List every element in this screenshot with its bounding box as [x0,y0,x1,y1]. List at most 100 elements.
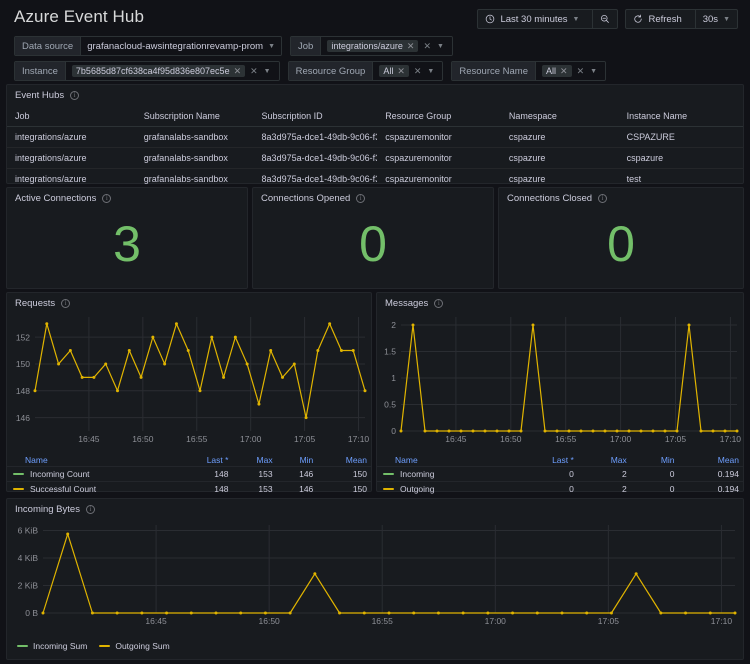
chevron-down-icon[interactable]: ▼ [436,42,444,50]
info-icon[interactable]: i [598,194,608,203]
legend-header-last[interactable]: Last * [206,455,229,465]
close-icon[interactable]: ✕ [406,40,415,51]
variable-resource-name-value[interactable]: All ✕ ✕ ▼ [536,62,606,80]
series-color-swatch [13,472,24,476]
variable-resource-name-actions: ✕ ▼ [577,66,599,77]
chevron-down-icon[interactable]: ▼ [268,42,276,50]
info-icon[interactable]: i [61,299,71,308]
legend-value-mean: 150 [317,481,371,496]
legend-header-name[interactable]: Name [25,455,48,465]
column-header-subscription-name[interactable]: Subscription Name [135,106,254,127]
info-icon[interactable]: i [356,194,366,203]
legend-value-last: 0 [512,466,578,482]
legend-row[interactable]: Outgoing 0 2 0 0.194 [377,481,743,496]
legend-series-incoming-sum[interactable]: Incoming Sum [17,641,87,651]
column-header-namespace[interactable]: Namespace [500,106,619,127]
time-range-picker[interactable]: Last 30 minutes ▼ [477,9,619,29]
graph-requests[interactable]: 146 148 150 152 16:45 16:50 16:55 17:00 17:05 17:… [7,309,371,454]
legend-row[interactable]: Incoming Count 148 153 146 150 [7,466,371,482]
legend-header-mean[interactable]: Mean [717,455,739,465]
refresh-interval-button[interactable]: 30s ▼ [694,10,737,28]
close-icon[interactable]: ✕ [397,65,405,76]
table-row: integrations/azure grafanalabs-sandbox 8… [7,126,743,148]
close-icon[interactable]: ✕ [560,65,568,76]
legend-header-min[interactable]: Min [299,455,314,465]
graph-messages[interactable]: 0 0.5 1 1.5 2 16:45 16:50 16:55 17:00 17:05 17:10 [377,309,743,454]
legend-series-incoming-count[interactable]: Incoming Count [7,466,178,482]
legend-header-last[interactable]: Last * [552,455,574,465]
stat-value-connections-opened: 0 [359,216,387,272]
refresh-picker[interactable]: Refresh 30s ▼ [625,9,738,29]
variable-job[interactable]: Job integrations/azure ✕ ✕ ▼ [290,36,453,56]
legend-series-outgoing-sum[interactable]: Outgoing Sum [99,641,170,651]
legend-header-mean[interactable]: Mean [345,455,367,465]
clear-icon[interactable]: ✕ [413,65,422,76]
variable-resource-group-actions: ✕ ▼ [414,66,436,77]
variable-resource-group[interactable]: Resource Group All ✕ ✕ ▼ [287,61,444,81]
graph-messages-canvas[interactable]: 0 0.5 1 1.5 2 16:45 16:50 16:55 17:00 17:05 17:10 [377,309,743,449]
legend-row[interactable]: Successful Count 148 153 146 150 [7,481,371,496]
info-icon[interactable]: i [85,505,95,514]
legend-messages: Name Last * Max Min Mean Incoming 0 [377,454,743,496]
info-icon[interactable]: i [102,194,112,203]
refresh-button[interactable]: Refresh [626,10,688,28]
variable-resource-group-value[interactable]: All ✕ ✕ ▼ [373,62,443,80]
variable-job-value[interactable]: integrations/azure ✕ ✕ ▼ [321,37,452,55]
chevron-down-icon[interactable]: ▼ [427,67,435,75]
column-header-instance-name[interactable]: Instance Name [618,106,743,127]
page-title: Azure Event Hub [14,7,145,26]
info-icon[interactable]: i [70,91,80,100]
column-header-resource-group[interactable]: Resource Group [377,106,501,127]
variable-resource-group-chip[interactable]: All ✕ [379,65,409,77]
variable-instance-chip[interactable]: 7b5685d87cf638ca4f95d836e807ec5e ✕ [71,65,246,77]
legend-header-name[interactable]: Name [395,455,418,465]
variable-instance-value[interactable]: 7b5685d87cf638ca4f95d836e807ec5e ✕ ✕ ▼ [65,62,279,80]
variable-datasource[interactable]: Data source grafanacloud-awsintegrationr… [14,36,283,56]
close-icon[interactable]: ✕ [233,65,242,76]
zoom-out-button[interactable] [592,10,617,28]
info-icon[interactable]: i [434,299,444,308]
clear-icon[interactable]: ✕ [576,65,585,76]
clear-icon[interactable]: ✕ [423,40,431,51]
variable-datasource-value[interactable]: grafanacloud-awsintegrationrevamp-prom ▼ [81,37,282,55]
legend-series-outgoing[interactable]: Outgoing [377,481,513,496]
graph-requests-canvas[interactable]: 146 148 150 152 16:45 16:50 16:55 17:00 17:05 17:… [7,309,371,449]
chevron-down-icon[interactable]: ▼ [723,15,730,23]
variable-resource-name[interactable]: Resource Name All ✕ ✕ ▼ [451,61,607,81]
variable-row-2: Instance 7b5685d87cf638ca4f95d836e807ec5… [14,61,738,81]
svg-text:17:10: 17:10 [720,434,742,444]
chevron-down-icon[interactable]: ▼ [590,67,598,75]
legend-header-row: Name Last * Max Min Mean [377,454,743,467]
svg-text:150: 150 [16,359,30,369]
clear-icon[interactable]: ✕ [250,65,258,76]
legend-series-label: Incoming [400,469,435,479]
legend-row[interactable]: Incoming 0 2 0 0.194 [377,466,743,482]
panel-connections-closed: Connections Closed i 0 [498,187,744,289]
legend-value-max: 153 [232,466,277,482]
variable-job-label: Job [291,37,322,55]
svg-text:17:05: 17:05 [598,616,620,626]
graph-incoming-bytes-canvas[interactable]: 0 B 2 KiB 4 KiB 6 KiB 16:45 16:50 16:55 17:00 17… [7,515,743,633]
chevron-down-icon[interactable]: ▼ [572,15,580,23]
time-range-button[interactable]: Last 30 minutes ▼ [478,10,586,28]
variable-job-chip[interactable]: integrations/azure ✕ [327,40,419,52]
legend-value-last: 148 [177,466,233,482]
toolbar-right-controls: Last 30 minutes ▼ Refresh [477,9,738,29]
variable-resource-name-chip[interactable]: All ✕ [542,65,572,77]
legend-header-max[interactable]: Max [610,455,627,465]
variable-resource-name-label: Resource Name [452,62,536,80]
chevron-down-icon[interactable]: ▼ [263,67,271,75]
legend-header-min[interactable]: Min [660,455,675,465]
legend-series-successful-count[interactable]: Successful Count [7,481,178,496]
svg-text:1: 1 [391,373,396,383]
variable-datasource-text: grafanacloud-awsintegrationrevamp-prom [87,40,264,52]
cell-subscription-name: grafanalabs-sandbox [135,147,254,169]
variable-job-actions: ✕ ▼ [423,41,445,52]
panel-connections-closed-header: Connections Closed i [499,188,743,204]
legend-header-max[interactable]: Max [256,455,273,465]
graph-incoming-bytes[interactable]: 0 B 2 KiB 4 KiB 6 KiB 16:45 16:50 16:55 17:00 17… [7,515,743,638]
variable-instance[interactable]: Instance 7b5685d87cf638ca4f95d836e807ec5… [14,61,280,81]
column-header-subscription-id[interactable]: Subscription ID [253,106,378,127]
legend-series-incoming[interactable]: Incoming [377,466,513,482]
column-header-job[interactable]: Job [7,106,136,127]
